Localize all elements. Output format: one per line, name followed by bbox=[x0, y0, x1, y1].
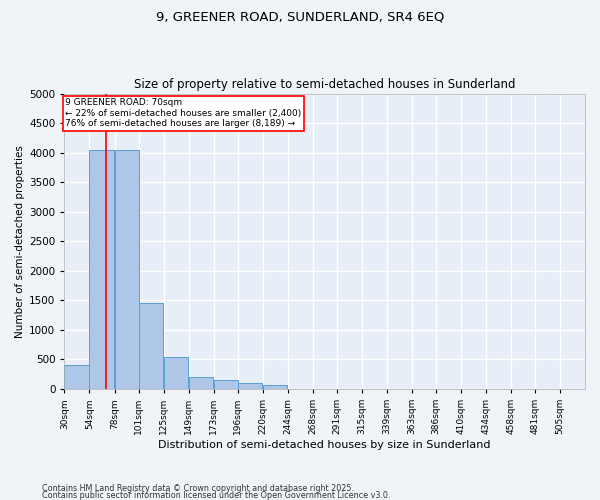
Text: Contains HM Land Registry data © Crown copyright and database right 2025.: Contains HM Land Registry data © Crown c… bbox=[42, 484, 354, 493]
Bar bbox=[89, 150, 114, 389]
Text: Contains public sector information licensed under the Open Government Licence v3: Contains public sector information licen… bbox=[42, 490, 391, 500]
Bar bbox=[164, 356, 188, 389]
Bar bbox=[139, 304, 163, 389]
Y-axis label: Number of semi-detached properties: Number of semi-detached properties bbox=[15, 145, 25, 338]
Bar bbox=[64, 366, 89, 389]
Bar bbox=[188, 377, 214, 389]
Bar bbox=[115, 150, 139, 389]
Title: Size of property relative to semi-detached houses in Sunderland: Size of property relative to semi-detach… bbox=[134, 78, 515, 91]
Bar bbox=[263, 385, 287, 389]
X-axis label: Distribution of semi-detached houses by size in Sunderland: Distribution of semi-detached houses by … bbox=[158, 440, 491, 450]
Text: 9, GREENER ROAD, SUNDERLAND, SR4 6EQ: 9, GREENER ROAD, SUNDERLAND, SR4 6EQ bbox=[156, 10, 444, 23]
Text: 9 GREENER ROAD: 70sqm
← 22% of semi-detached houses are smaller (2,400)
76% of s: 9 GREENER ROAD: 70sqm ← 22% of semi-deta… bbox=[65, 98, 302, 128]
Bar bbox=[214, 380, 238, 389]
Bar bbox=[238, 383, 262, 389]
